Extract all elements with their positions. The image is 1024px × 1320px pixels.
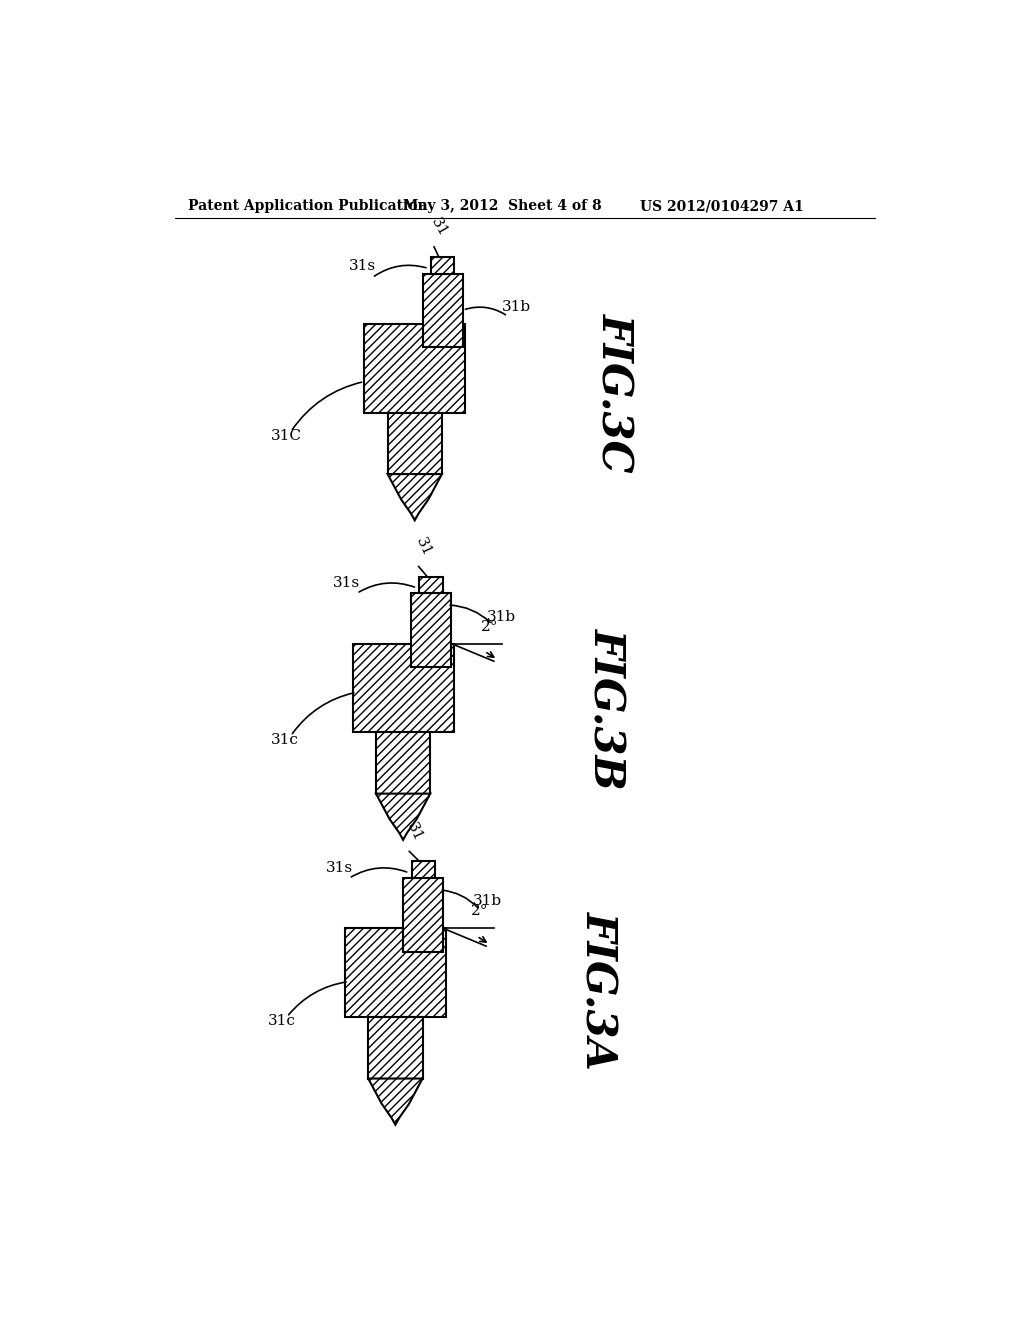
Bar [345, 928, 445, 1016]
Text: 31s: 31s [334, 577, 360, 590]
Bar [369, 1016, 423, 1078]
Polygon shape [376, 793, 430, 840]
Text: 31: 31 [429, 215, 451, 239]
Bar [352, 644, 454, 733]
Bar [376, 733, 430, 793]
Bar [420, 577, 442, 594]
Polygon shape [369, 1078, 423, 1125]
Text: US 2012/0104297 A1: US 2012/0104297 A1 [640, 199, 803, 213]
Bar [411, 594, 452, 667]
Text: 2°: 2° [480, 619, 498, 634]
Text: FIG.3A: FIG.3A [578, 911, 620, 1069]
Text: 31: 31 [403, 820, 425, 843]
Text: 31b: 31b [473, 895, 502, 908]
Text: 31: 31 [414, 536, 434, 558]
Bar [403, 878, 443, 952]
Bar [431, 257, 455, 275]
Bar [365, 323, 465, 412]
Text: 31s: 31s [349, 259, 376, 273]
Text: 31c: 31c [267, 1014, 295, 1028]
Text: May 3, 2012  Sheet 4 of 8: May 3, 2012 Sheet 4 of 8 [403, 199, 602, 213]
Bar [388, 412, 442, 474]
Text: 2°: 2° [471, 904, 488, 919]
Bar [412, 862, 435, 878]
Polygon shape [388, 474, 442, 520]
Text: 31b: 31b [486, 610, 516, 623]
Text: Patent Application Publication: Patent Application Publication [188, 199, 428, 213]
Text: 31C: 31C [271, 429, 302, 442]
Bar [423, 275, 463, 347]
Text: FIG.3C: FIG.3C [593, 313, 635, 473]
Text: FIG.3B: FIG.3B [586, 628, 628, 789]
Text: 31b: 31b [502, 300, 530, 314]
Text: 31s: 31s [326, 862, 352, 875]
Text: 31c: 31c [271, 733, 299, 747]
